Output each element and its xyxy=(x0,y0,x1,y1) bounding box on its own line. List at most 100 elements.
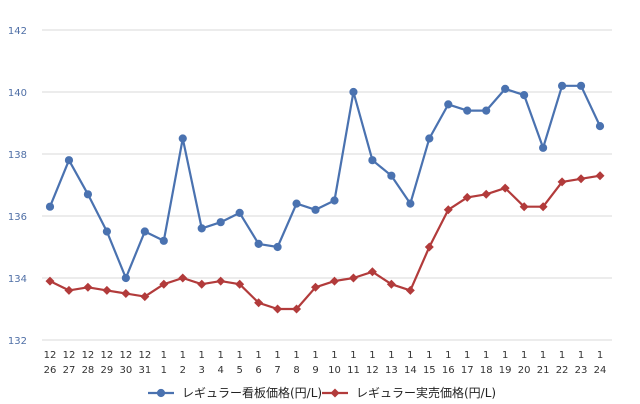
series-1-point xyxy=(576,81,586,90)
series-2-point xyxy=(216,276,226,286)
series-1-point xyxy=(387,171,396,180)
series-1-point xyxy=(83,190,93,199)
x-tick-month: 1 xyxy=(236,350,242,361)
series-2-point xyxy=(121,288,131,299)
series-2-point xyxy=(367,267,377,277)
x-tick-month: 12 xyxy=(119,350,132,361)
series-1-point xyxy=(349,87,358,97)
x-tick-month: 1 xyxy=(199,350,205,361)
x-tick-day: 9 xyxy=(312,365,318,376)
series-1-point xyxy=(121,273,130,283)
x-tick-month: 1 xyxy=(407,350,413,361)
y-tick-label: 134 xyxy=(8,274,27,285)
x-tick-month: 1 xyxy=(218,350,224,361)
series-2-line xyxy=(49,174,601,311)
series-2-point xyxy=(292,304,302,314)
x-tick-day: 30 xyxy=(119,365,132,376)
series-1-point xyxy=(444,100,453,109)
x-tick-day: 26 xyxy=(44,365,57,376)
series-1-point xyxy=(254,239,263,248)
x-tick-month: 12 xyxy=(101,350,114,361)
series-1-point xyxy=(311,205,320,214)
series-2-point xyxy=(329,276,339,286)
x-tick-month: 1 xyxy=(578,350,584,361)
series-1-point xyxy=(406,199,415,208)
legend-item-1: レギュラー看板価格(円/L) xyxy=(148,385,322,400)
legend-item-2: レギュラー実売価格(円/L) xyxy=(322,385,496,400)
y-tick-label: 136 xyxy=(8,212,27,223)
series-2-point xyxy=(197,279,207,289)
x-tick-month: 1 xyxy=(559,350,565,361)
x-tick-day: 27 xyxy=(63,365,76,376)
x-tick-day: 3 xyxy=(199,365,205,376)
x-tick-month: 1 xyxy=(293,350,299,361)
series-1-line xyxy=(48,84,601,280)
series-1-point xyxy=(235,208,244,217)
series-2-point xyxy=(462,192,472,202)
series-1-point xyxy=(557,81,567,90)
series-2-point xyxy=(159,279,169,289)
x-tick-month: 1 xyxy=(464,350,470,361)
x-tick-day: 10 xyxy=(328,365,341,376)
series-1-point xyxy=(463,106,472,115)
series-1-point xyxy=(425,134,434,143)
x-tick-month: 1 xyxy=(350,350,356,361)
x-tick-month: 12 xyxy=(138,350,151,361)
x-tick-day: 6 xyxy=(255,365,261,376)
y-tick-label: 140 xyxy=(8,88,27,99)
series-2-point xyxy=(576,174,586,184)
x-tick-day: 17 xyxy=(461,365,474,376)
legend-marker-2 xyxy=(330,388,340,398)
series-1-point xyxy=(273,242,282,252)
legend: レギュラー看板価格(円/L) レギュラー実売価格(円/L) xyxy=(148,385,496,400)
series-2-point xyxy=(348,273,358,283)
series-1-point xyxy=(159,236,168,245)
series-2-point xyxy=(405,285,415,295)
x-tick-month: 1 xyxy=(161,350,167,361)
y-axis-ticks: 132 134 136 138 140 142 xyxy=(8,26,27,347)
y-tick-label: 142 xyxy=(8,26,27,37)
series-1-point xyxy=(178,134,187,143)
series-1-point xyxy=(102,227,111,236)
series-group xyxy=(45,81,605,314)
series-2-point xyxy=(538,202,548,212)
x-tick-day: 28 xyxy=(82,365,95,376)
legend-label-2: レギュラー実売価格(円/L) xyxy=(356,385,496,400)
x-tick-day: 7 xyxy=(274,365,280,376)
series-2-point xyxy=(481,189,491,199)
x-tick-day: 20 xyxy=(518,365,531,376)
legend-label-1: レギュラー看板価格(円/L) xyxy=(182,385,322,400)
x-tick-month: 1 xyxy=(426,350,432,361)
x-tick-day: 1 xyxy=(161,365,167,376)
x-tick-month: 1 xyxy=(445,350,451,361)
x-tick-day: 16 xyxy=(442,365,455,376)
series-2-point xyxy=(45,276,55,286)
x-tick-day: 15 xyxy=(423,365,436,376)
x-tick-month: 1 xyxy=(312,350,318,361)
x-tick-day: 24 xyxy=(594,365,607,376)
series-1-point xyxy=(330,196,339,205)
x-tick-month: 1 xyxy=(483,350,489,361)
series-1-point xyxy=(45,202,55,211)
series-2-point xyxy=(443,205,453,215)
x-tick-month: 1 xyxy=(502,350,508,361)
series-2-point xyxy=(557,177,567,187)
x-tick-month: 1 xyxy=(369,350,375,361)
series-1-point xyxy=(520,91,529,100)
x-tick-month: 1 xyxy=(331,350,337,361)
series-2-point xyxy=(64,285,74,295)
x-tick-day: 29 xyxy=(101,365,114,376)
x-tick-day: 31 xyxy=(138,365,151,376)
series-2-point xyxy=(500,183,510,193)
legend-marker-1 xyxy=(156,388,166,398)
series-2-point xyxy=(424,242,434,252)
series-2-point xyxy=(386,279,396,289)
x-tick-day: 4 xyxy=(218,365,224,376)
x-tick-day: 2 xyxy=(180,365,186,376)
series-1-point xyxy=(482,106,491,115)
x-tick-day: 13 xyxy=(385,365,398,376)
x-tick-day: 11 xyxy=(347,365,360,376)
series-2-point xyxy=(102,285,112,295)
